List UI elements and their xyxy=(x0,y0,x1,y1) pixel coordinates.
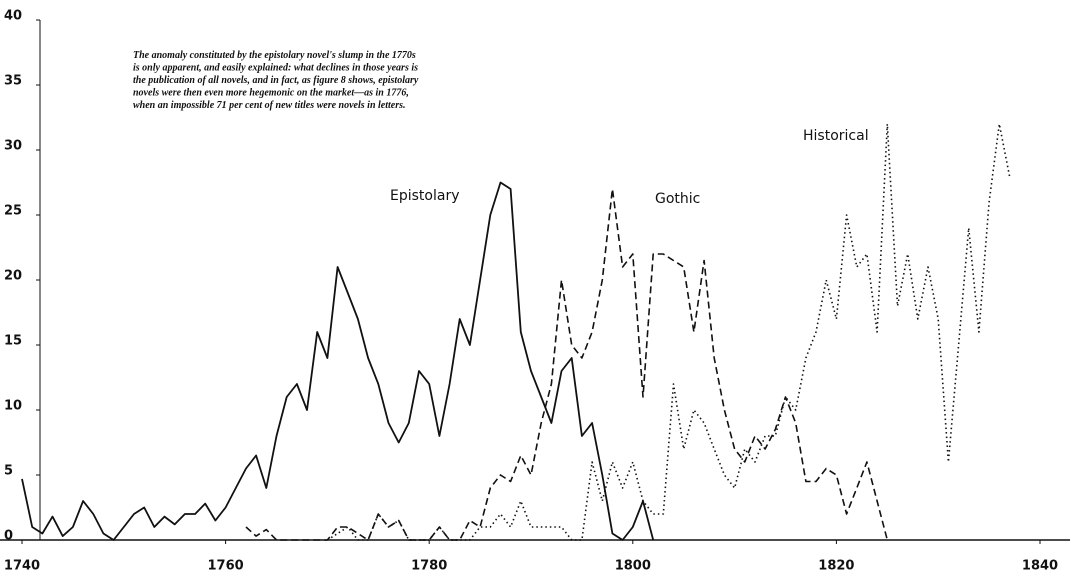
annotation: when an impossible 71 per cent of new ti… xyxy=(133,100,406,111)
series-label: Gothic xyxy=(655,191,700,207)
y-tick-label: 35 xyxy=(4,74,22,89)
annotation: is only apparent, and easily explained: … xyxy=(133,63,418,74)
x-tick-label: 1840 xyxy=(1022,559,1058,574)
series-line xyxy=(21,181,655,541)
annotation: The anomaly constituted by the epistolar… xyxy=(133,50,416,61)
y-tick-label: 25 xyxy=(4,204,22,219)
annotation: the publication of all novels, and in fa… xyxy=(133,75,419,86)
x-tick-label: 1740 xyxy=(4,559,40,574)
y-tick-label: 10 xyxy=(4,399,22,414)
series-label: Epistolary xyxy=(390,188,459,204)
y-tick-label: 0 xyxy=(4,529,13,544)
x-tick-label: 1820 xyxy=(818,559,854,574)
y-tick-label: 15 xyxy=(4,334,22,349)
series-line xyxy=(326,123,1011,541)
y-tick-label: 20 xyxy=(4,269,22,284)
y-tick-label: 5 xyxy=(4,464,13,479)
y-tick-label: 40 xyxy=(4,9,22,24)
x-tick-label: 1780 xyxy=(411,559,447,574)
series-line xyxy=(245,188,889,541)
y-tick-label: 30 xyxy=(4,139,22,154)
annotation: novels were then even more hegemonic on … xyxy=(133,88,409,99)
series-label: Historical xyxy=(803,128,869,144)
x-tick-label: 1760 xyxy=(208,559,244,574)
x-tick-label: 1800 xyxy=(615,559,651,574)
